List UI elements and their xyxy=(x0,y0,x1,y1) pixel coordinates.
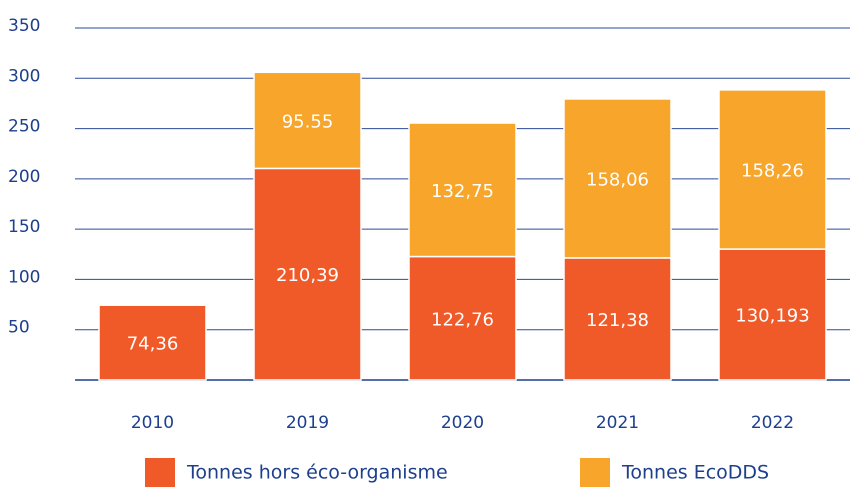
bar-segment xyxy=(253,167,362,381)
legend-swatch xyxy=(580,458,610,487)
value-label: 130,193 xyxy=(735,306,809,327)
x-tick-label: 2019 xyxy=(286,413,329,433)
y-tick-label: 300 xyxy=(8,66,40,86)
bar-segment xyxy=(718,89,827,250)
legend-label: Tonnes EcoDDS xyxy=(621,462,769,484)
y-tick-label: 250 xyxy=(8,117,40,137)
value-label: 121,38 xyxy=(586,310,649,331)
value-label: 132,75 xyxy=(431,181,494,202)
y-tick-label: 100 xyxy=(8,267,40,287)
x-tick-label: 2022 xyxy=(751,413,794,433)
value-label: 158,06 xyxy=(586,169,649,190)
value-label: 95.55 xyxy=(282,111,334,132)
value-label: 158,26 xyxy=(741,160,804,181)
value-label: 122,76 xyxy=(431,309,494,330)
value-label: 210,39 xyxy=(276,265,339,286)
x-tick-label: 2010 xyxy=(131,413,174,433)
y-tick-label: 50 xyxy=(8,318,30,338)
bar-segment xyxy=(718,248,827,381)
legend-label: Tonnes hors éco-organisme xyxy=(186,462,448,484)
bar-segment xyxy=(408,122,517,258)
bar-segment xyxy=(408,255,517,381)
bar-segment xyxy=(253,71,362,170)
bar-segment xyxy=(563,98,672,259)
value-label: 74,36 xyxy=(127,334,179,355)
y-tick-label: 350 xyxy=(8,16,40,36)
y-tick-label: 150 xyxy=(8,217,40,237)
x-tick-label: 2020 xyxy=(441,413,484,433)
legend-swatch xyxy=(145,458,175,487)
y-tick-label: 200 xyxy=(8,167,40,187)
bar-segment xyxy=(98,304,207,381)
x-tick-label: 2021 xyxy=(596,413,639,433)
